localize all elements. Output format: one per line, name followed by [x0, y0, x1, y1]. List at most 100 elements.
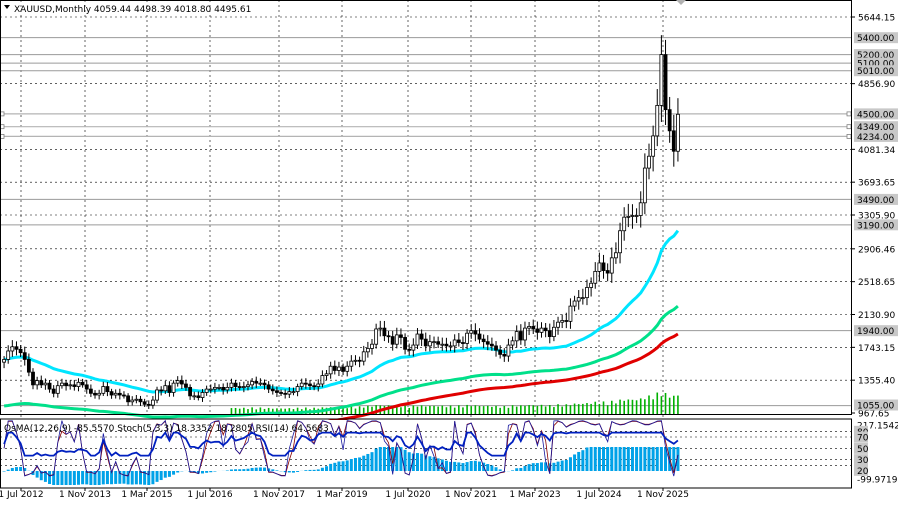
candle-body	[510, 340, 515, 346]
candle-9	[39, 375, 44, 389]
osma-bar-154	[639, 447, 643, 471]
candle-105	[436, 336, 441, 349]
candle-body	[444, 343, 449, 347]
level-handle-right-4234	[846, 134, 852, 139]
candle-85	[353, 355, 358, 366]
candle-15	[64, 380, 68, 391]
candle-body	[332, 365, 337, 371]
time-label: 1 Mar 2015	[121, 490, 172, 500]
candle-66	[275, 386, 279, 398]
candle-body	[134, 398, 139, 401]
osma-bar-49	[205, 471, 209, 473]
candle-body	[568, 305, 573, 322]
candle-54	[225, 382, 230, 394]
candle-143	[593, 262, 598, 289]
osma-bar-11	[48, 471, 52, 485]
candle-body	[179, 380, 184, 385]
candle-43	[179, 375, 184, 390]
volume-bar-162	[672, 395, 675, 414]
volume-bar-146	[606, 405, 609, 414]
candle-body	[171, 382, 176, 393]
level-label-box-0	[854, 32, 898, 44]
osma-bar-34	[143, 471, 147, 485]
osma-bar-102	[424, 455, 428, 471]
volume-bar-64	[267, 407, 270, 414]
osma-bar-127	[527, 464, 531, 471]
candle-2	[10, 340, 15, 357]
candle-156	[647, 143, 651, 180]
osma-bar-142	[589, 447, 593, 471]
candle-136	[564, 312, 569, 329]
osma-bar-2	[10, 467, 14, 471]
candle-71	[295, 383, 300, 397]
osma-bar-48	[201, 471, 205, 474]
osma-bar-66	[275, 470, 279, 471]
level-label-box-3	[854, 65, 898, 77]
candle-body	[93, 392, 97, 396]
osma-bar-20	[85, 471, 89, 485]
candle-100	[415, 328, 420, 350]
osma-bar-138	[573, 454, 577, 471]
volume-bar-157	[652, 399, 654, 414]
candles	[2, 35, 680, 409]
osma-bar-151	[626, 447, 630, 471]
candle-body	[217, 386, 221, 389]
volume-bar-152	[631, 399, 634, 414]
time-label: 1 Nov 2021	[445, 490, 497, 500]
candle-47	[196, 391, 201, 401]
candle-119	[494, 341, 498, 357]
candle-95	[394, 327, 399, 349]
volume-bar-123	[511, 405, 514, 414]
candle-body	[552, 326, 556, 337]
candle-89	[370, 339, 374, 355]
volume-bar-102	[424, 406, 427, 414]
candle-12	[51, 385, 56, 398]
osma-bar-27	[114, 471, 118, 484]
candle-body	[523, 327, 527, 341]
candle-82	[341, 363, 345, 376]
volume-bar-56	[234, 407, 237, 414]
candle-67	[279, 389, 283, 396]
candle-83	[345, 361, 350, 377]
candle-body	[142, 401, 147, 405]
candle-99	[411, 338, 416, 357]
volume-bar-121	[503, 406, 506, 414]
candle-118	[489, 337, 494, 351]
volume-bar-131	[544, 406, 547, 414]
candle-88	[365, 341, 370, 358]
candle-20	[84, 380, 89, 394]
candle-body	[275, 390, 279, 393]
candle-4	[18, 345, 23, 357]
osma-bar-39	[163, 471, 167, 478]
volume-bar-136	[565, 404, 568, 414]
candle-139	[576, 290, 581, 310]
menu-triangle-icon[interactable]	[4, 5, 10, 9]
candle-body	[560, 320, 565, 323]
candle-33	[138, 395, 143, 406]
candle-138	[572, 295, 577, 312]
osma-bar-68	[283, 471, 287, 473]
osma-bar-160	[664, 447, 668, 471]
time-label: 1 Jul 2024	[576, 490, 621, 500]
candle-body	[159, 389, 164, 392]
osma-bar-83	[345, 460, 349, 471]
volume-bar-128	[532, 405, 535, 414]
candle-135	[560, 314, 565, 329]
candle-34	[142, 398, 147, 407]
indicator-axis: 217.15428070503020-99.9719	[854, 422, 898, 486]
osma-bar-74	[308, 469, 312, 471]
osma-bar-158	[655, 447, 659, 471]
ind-level-box-4	[854, 454, 868, 466]
volume-bar-100	[416, 406, 419, 414]
price-tick-label: 1743.15	[858, 344, 895, 354]
volume-bar-107	[445, 407, 448, 414]
candle-body	[229, 382, 234, 388]
shift-marker-icon[interactable]	[676, 0, 686, 5]
candle-body	[651, 135, 656, 157]
candle-body	[676, 113, 680, 152]
volume-bar-119	[495, 405, 497, 414]
candle-151	[626, 203, 631, 228]
level-label: 4349.00	[857, 123, 894, 133]
candle-26	[109, 388, 114, 399]
